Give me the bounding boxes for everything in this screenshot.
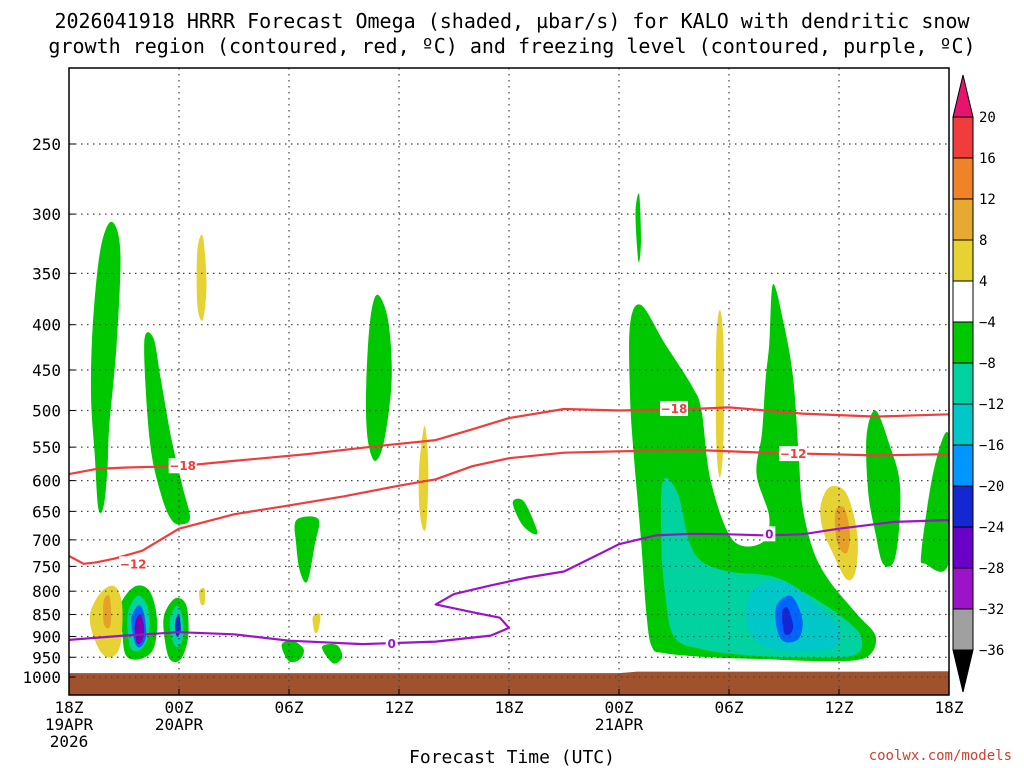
contour-label: −18 [169,459,196,473]
contour-label-bg [779,446,808,462]
omega-region [866,410,901,567]
contour-label-bg [119,556,148,572]
colorbar-label: −28 [979,561,1004,577]
omega-region [365,294,392,461]
colorbar-box [952,608,974,651]
y-tick-label: 1000 [22,668,61,687]
x-tick-label: 00Z [605,698,634,717]
colorbar-label: 12 [979,192,996,208]
dgz-contour-minus12 [69,448,949,565]
omega-region [196,234,207,321]
omega-region [635,193,641,263]
colorbar-box [952,444,974,487]
colorbar-box [952,362,974,405]
colorbar-label: −16 [979,438,1004,454]
colorbar-label: 16 [979,151,996,167]
colorbar-bottom-arrow [952,649,974,693]
colorbar-box [952,198,974,241]
contour-label-bg [763,526,776,542]
colorbar-top-arrow [952,74,974,118]
omega-region [174,614,181,637]
omega-region [199,587,206,606]
contour-label: 0 [387,637,395,651]
x-tick-label: 00Z [165,698,194,717]
x-axis-title: Forecast Time (UTC) [409,747,615,768]
omega-region [920,431,949,572]
colorbar-box [952,321,974,364]
y-tick-label: 300 [32,205,61,224]
omega-region [294,516,320,583]
colorbar-label: −32 [979,602,1004,618]
contour-label-bg [385,636,398,652]
y-tick-label: 500 [32,402,61,421]
colorbar-box [952,157,974,200]
contour-label: −12 [120,557,147,571]
x-tick-label: 12Z [825,698,854,717]
omega-region [782,606,794,636]
y-tick-label: 850 [32,606,61,625]
colorbar-label: 20 [979,110,996,126]
x-tick-label: 19APR [45,715,94,734]
contour-label-bg [168,458,197,474]
omega-region [512,498,538,535]
colorbar-box [952,567,974,610]
x-tick-label: 20APR [155,715,204,734]
colorbar-label: −20 [979,479,1004,495]
y-tick-label: 950 [32,648,61,667]
y-tick-label: 400 [32,316,61,335]
omega-region [312,613,321,634]
colorbar-label: −12 [979,397,1004,413]
contour-label: 0 [765,527,773,541]
x-tick-label: 18Z [495,698,524,717]
credit-text: coolwx.com/models [868,748,1012,764]
omega-region [103,595,112,629]
y-tick-label: 600 [32,472,61,491]
chart-title-line-1: 2026041918 HRRR Forecast Omega (shaded, … [54,9,970,33]
colorbar-label: 8 [979,233,987,249]
x-tick-label: 12Z [385,698,414,717]
contour-label: −18 [661,402,688,416]
colorbar-box [952,526,974,569]
x-tick-label: 2026 [50,732,89,751]
chart-title-line-2: growth region (contoured, red, ºC) and f… [48,34,976,58]
colorbar-label: −4 [979,315,996,331]
x-tick-label: 06Z [275,698,304,717]
colorbar-label: −24 [979,520,1004,536]
x-tick-label: 18Z [55,698,84,717]
omega-region [321,644,343,664]
y-tick-label: 700 [32,531,61,550]
x-tick-label: 21APR [595,715,644,734]
colorbar-label: 4 [979,274,987,290]
x-tick-label: 18Z [935,698,964,717]
colorbar-box [952,403,974,446]
x-tick-label: 06Z [715,698,744,717]
contour-label-bg [660,400,688,416]
colorbar-box [952,239,974,282]
colorbar: 20 16 12 8 4 −4 −8 −12 −16 −20 −24 −28 −32 −36 [952,74,1004,693]
y-tick-label: 800 [32,582,61,601]
y-tick-label: 450 [32,361,61,380]
y-tick-label: 350 [32,264,61,283]
y-tick-label: 900 [32,627,61,646]
colorbar-box [952,280,974,323]
colorbar-box [952,116,974,159]
contours: −18 −18 −12 −12 0 0 [69,400,949,652]
y-tick-label: 650 [32,502,61,521]
omega-region [715,310,724,478]
contour-label: −12 [780,447,807,461]
y-tick-label: 750 [32,557,61,576]
omega-region [90,221,121,514]
y-axis: 250 300 350 400 450 500 550 600 650 700 750 800 850 9… [22,135,75,687]
freezing-level-contour [69,519,949,646]
colorbar-label: −8 [979,356,996,372]
y-tick-label: 550 [32,438,61,457]
colorbar-label: −36 [979,643,1004,659]
colorbar-box [952,485,974,528]
omega-region [418,425,429,531]
y-tick-label: 250 [32,135,61,154]
